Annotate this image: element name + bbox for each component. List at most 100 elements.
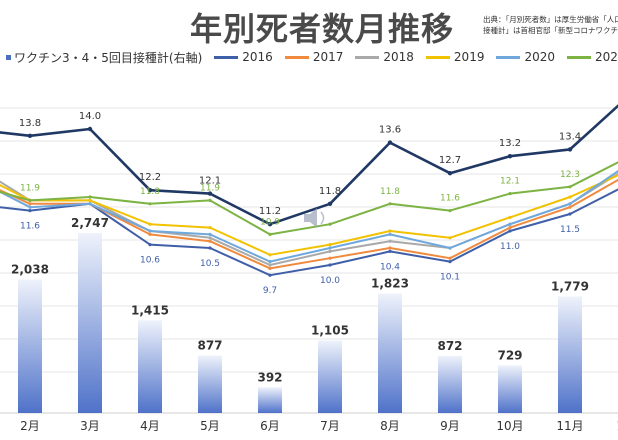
line-point-2021 <box>328 222 332 226</box>
legend-label-2021: 2021 <box>595 50 618 64</box>
line-point-2020 <box>88 202 92 206</box>
bar-3月 <box>78 233 102 413</box>
line-point-2016 <box>328 263 332 267</box>
bar-4月 <box>138 320 162 413</box>
line-point-2019 <box>508 215 512 219</box>
line-point-2020 <box>148 229 152 233</box>
line-point-2020 <box>208 232 212 236</box>
point-label-2016: 9.7 <box>263 286 277 296</box>
point-label-2016: 10.6 <box>140 256 160 266</box>
line-point-2022 <box>207 191 213 196</box>
point-label-2021: 10.9 <box>260 217 280 227</box>
point-label-2021: 11.9 <box>200 183 220 193</box>
x-axis: 1月2月3月4月5月6月7月8月9月10月11月12月 <box>20 419 618 433</box>
line-series-2021 <box>0 161 618 236</box>
point-label-2016: 10.0 <box>320 276 340 286</box>
line-point-2021 <box>388 202 392 206</box>
line-point-2022 <box>507 154 513 159</box>
legend-item-2019: 2019 <box>425 50 485 64</box>
line-point-2018 <box>208 236 212 240</box>
point-label-2021: 12.1 <box>500 177 520 187</box>
point-label-2022: 12.1 <box>199 176 221 187</box>
bar-value-label: 1,105 <box>311 324 349 338</box>
line-point-2017 <box>268 266 272 270</box>
line-point-2019 <box>568 195 572 199</box>
line-point-2019 <box>328 243 332 247</box>
legend-label-2020: 2020 <box>524 50 556 64</box>
legend-swatch-vaccine <box>6 54 11 60</box>
x-tick-label: 12月 <box>616 419 618 433</box>
source-line-2: 接種計」は首相官邸「新型コロナワクチンについ <box>483 26 618 35</box>
line-point-2017 <box>568 205 572 209</box>
line-point-2021 <box>568 185 572 189</box>
point-label-2016: 11.6 <box>20 222 40 232</box>
point-label-2022: 12.2 <box>139 172 161 183</box>
line-point-2022 <box>447 171 453 176</box>
bar-value-label: 392 <box>257 370 282 384</box>
line-point-2017 <box>148 232 152 236</box>
point-label-2021: 12.3 <box>560 170 580 180</box>
legend-label-2016: 2016 <box>242 50 273 64</box>
point-label-2016: 10.5 <box>200 259 220 269</box>
legend-swatch-2019 <box>425 55 450 59</box>
legend-item-vaccine: ワクチン3・4・5回目接種計(右軸) <box>6 49 202 66</box>
x-tick-label: 8月 <box>380 419 400 433</box>
line-point-2021 <box>148 202 152 206</box>
line-point-2021 <box>268 232 272 236</box>
line-point-2016 <box>508 229 512 233</box>
point-label-2016: 10.4 <box>380 262 400 272</box>
line-point-2021 <box>28 198 32 202</box>
bar-5月 <box>198 355 222 413</box>
x-tick-label: 10月 <box>496 419 523 433</box>
line-point-2021 <box>508 192 512 196</box>
bar-value-label: 877 <box>197 339 222 353</box>
bar-9月 <box>438 355 462 413</box>
chart-legend: ワクチン3・4・5回目接種計(右軸) 2016 2017 2018 2019 2… <box>6 49 618 65</box>
point-label-2022: 13.6 <box>379 125 401 136</box>
legend-swatch-2020 <box>496 55 521 59</box>
line-series-2020 <box>0 169 618 263</box>
line-point-2017 <box>448 256 452 260</box>
bar-2月 <box>18 279 42 413</box>
line-point-2017 <box>388 246 392 250</box>
line-point-2022 <box>147 188 153 193</box>
line-series-2022 <box>0 104 618 226</box>
line-point-2019 <box>388 229 392 233</box>
line-point-2020 <box>568 202 572 206</box>
legend-item-2016: 2016 <box>214 50 273 64</box>
chart-title: 年別死者数月推移 <box>190 10 455 48</box>
bar-series-vaccine <box>18 233 582 413</box>
line-point-2018 <box>328 249 332 253</box>
x-tick-label: 5月 <box>200 419 220 433</box>
point-label-2016: 11.5 <box>560 225 580 235</box>
legend-item-2018: 2018 <box>355 50 414 64</box>
bar-value-label: 1,779 <box>551 279 589 293</box>
line-point-2022 <box>387 140 393 145</box>
x-tick-label: 4月 <box>140 419 160 433</box>
point-label-2021: 11.9 <box>20 183 40 193</box>
legend-item-2020: 2020 <box>496 50 555 64</box>
line-point-2017 <box>28 202 32 206</box>
line-series-group <box>0 104 618 277</box>
line-point-2022 <box>27 133 33 138</box>
legend-label-vaccine: ワクチン3・4・5回目接種計(右軸) <box>14 50 203 65</box>
line-series-2019 <box>0 174 618 256</box>
line-point-2019 <box>148 222 152 226</box>
line-point-2016 <box>388 249 392 253</box>
line-point-2019 <box>268 253 272 257</box>
line-point-2019 <box>448 236 452 240</box>
line-point-2016 <box>148 243 152 247</box>
line-point-2017 <box>508 226 512 230</box>
bar-value-label: 2,747 <box>71 216 109 230</box>
bar-value-label: 729 <box>497 348 522 362</box>
line-point-2020 <box>268 260 272 264</box>
legend-label-2019: 2019 <box>453 50 485 64</box>
line-point-2017 <box>208 239 212 243</box>
x-tick-label: 9月 <box>440 419 460 433</box>
point-label-2022: 11.8 <box>319 186 341 197</box>
line-point-2019 <box>208 226 212 230</box>
source-note: 出典：「月別死者数」は厚生労働省「人口動態統 接種計」は首相官邸「新型コロナワク… <box>483 14 618 36</box>
line-point-2016 <box>448 260 452 264</box>
point-label-2016: 11.0 <box>500 242 520 252</box>
